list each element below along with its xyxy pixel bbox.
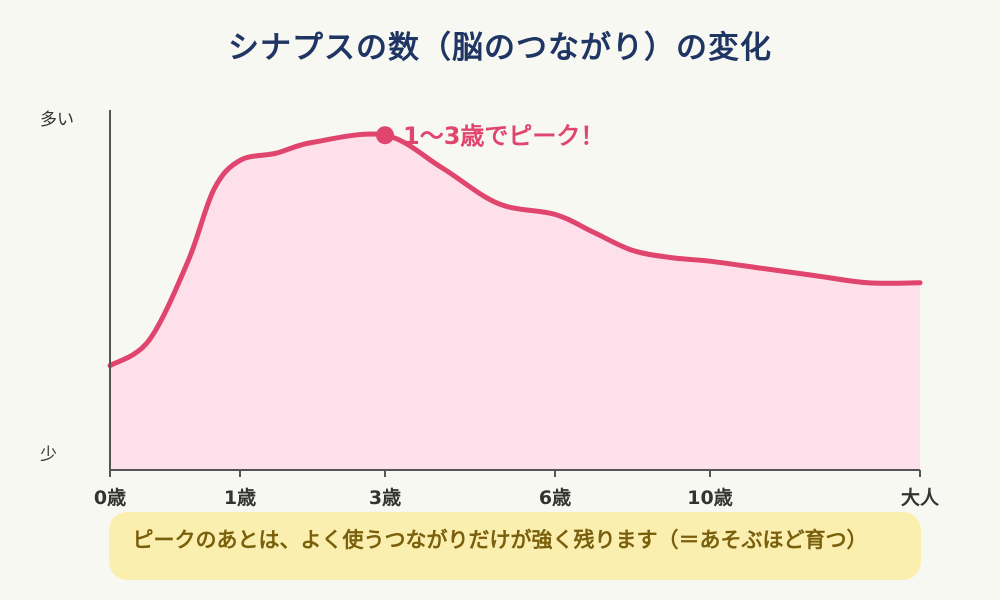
x-tick-label: 大人 bbox=[901, 486, 940, 509]
x-tick-label: 1歳 bbox=[224, 487, 256, 509]
peak-annotation: 1〜3歳でピーク！ bbox=[403, 122, 604, 150]
note-text: ピークのあとは、よく使うつながりだけが強く残ります（＝あそぶほど育つ） bbox=[132, 528, 868, 552]
note-box bbox=[109, 512, 921, 580]
series-line bbox=[107, 131, 923, 369]
y-label-high: 多い bbox=[40, 110, 74, 130]
x-tick-label: 10歳 bbox=[687, 487, 732, 509]
chart-title: シナプスの数（脳のつながり）の変化 bbox=[228, 30, 772, 66]
x-ticks: 0歳 1歳 3歳 6歳 10歳 大人 bbox=[94, 470, 940, 509]
y-label-low: 少 bbox=[40, 445, 57, 465]
peak-marker bbox=[376, 126, 394, 145]
x-tick-label: 3歳 bbox=[369, 487, 401, 509]
x-tick-label: 6歳 bbox=[539, 487, 571, 509]
area-fill bbox=[110, 134, 920, 470]
x-tick-label: 0歳 bbox=[94, 487, 126, 509]
